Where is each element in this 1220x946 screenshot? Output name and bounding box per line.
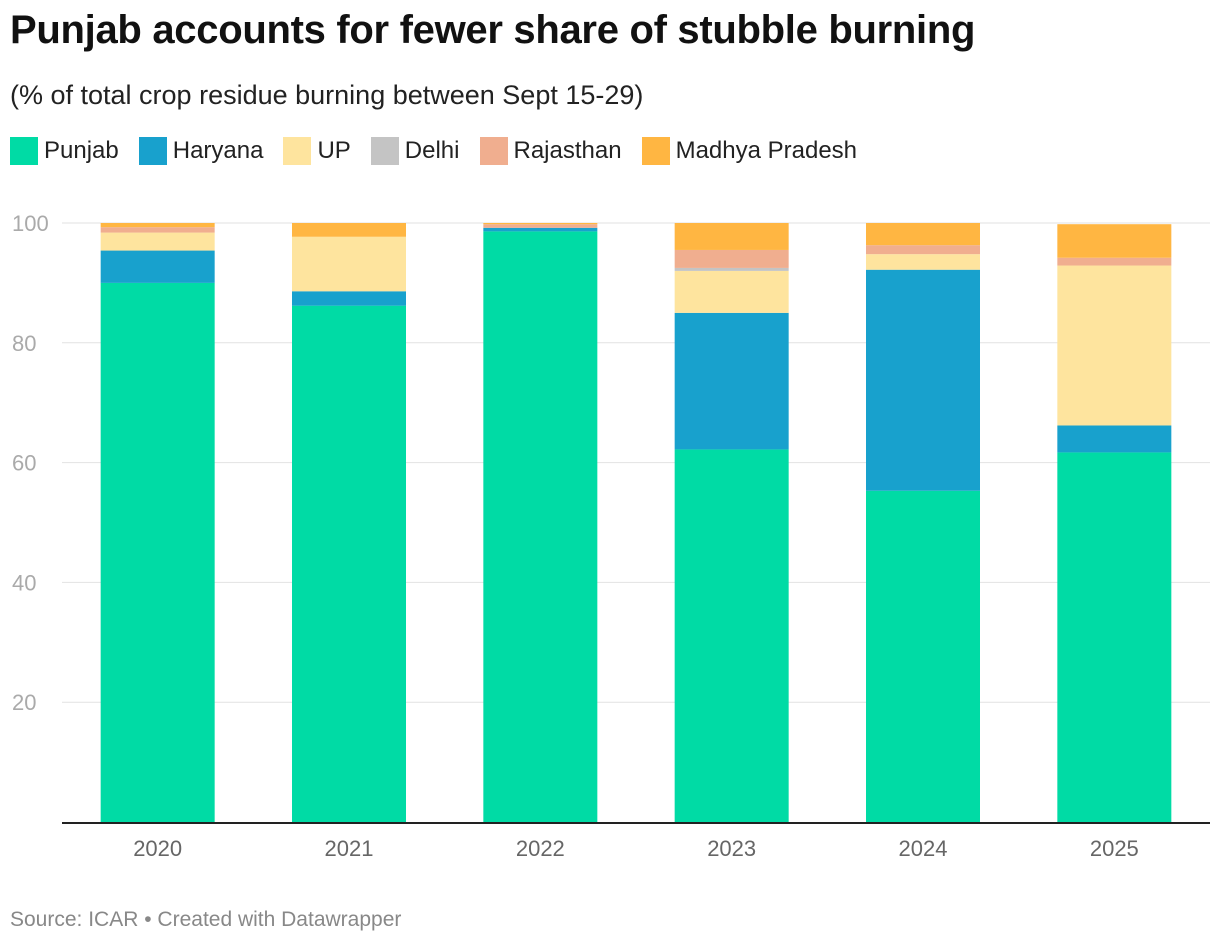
bar-segment-haryana-2020 — [100, 250, 215, 283]
bar-segment-rajasthan-2020 — [100, 227, 215, 233]
bar-segment-rajasthan-2022 — [483, 224, 598, 228]
bar-segment-up-2024 — [866, 254, 980, 270]
x-tick-label: 2024 — [899, 836, 948, 861]
bar-segment-punjab-2024 — [866, 490, 980, 822]
bar-segment-punjab-2023 — [674, 449, 789, 822]
x-tick-label: 2025 — [1090, 836, 1139, 861]
legend-swatch — [370, 137, 399, 165]
footer-separator: • — [138, 908, 158, 931]
legend-swatch — [283, 137, 312, 165]
bar-segment-punjab-2020 — [100, 282, 215, 822]
legend-item-rajasthan: Rajasthan — [479, 137, 622, 165]
legend-item-haryana: Haryana — [138, 137, 264, 165]
bar-segment-haryana-2025 — [1057, 425, 1172, 453]
y-tick-label: 40 — [12, 570, 36, 595]
legend-swatch — [479, 137, 508, 165]
legend-label: Haryana — [172, 137, 264, 164]
bar-segment-rajasthan-2023 — [674, 249, 789, 268]
bar-segment-haryana-2022 — [483, 227, 598, 232]
bar-segment-haryana-2023 — [674, 312, 789, 450]
x-tick-label: 2020 — [133, 836, 182, 861]
bar-segment-up-2021 — [292, 236, 406, 292]
y-tick-label: 100 — [12, 211, 49, 236]
bar-segment-rajasthan-2024 — [866, 245, 980, 255]
legend-swatch — [10, 137, 38, 165]
bar-segment-haryana-2024 — [866, 269, 980, 491]
bar-segment-madhya-pradesh-2023 — [674, 223, 789, 250]
bar-segment-madhya-pradesh-2022 — [483, 223, 598, 225]
bar-segment-delhi-2023 — [674, 267, 789, 271]
stacked-bar-chart: 20 40 60 80 100 2020 2021 2022 2023 2024 2025 — [12, 211, 1210, 861]
bar-segment-punjab-2021 — [292, 305, 406, 822]
chart-title: Punjab accounts for fewer share of stubb… — [10, 8, 976, 52]
bar-segment-punjab-2025 — [1057, 452, 1172, 822]
bar-segment-madhya-pradesh-2024 — [866, 223, 980, 246]
bar-segment-up-2023 — [674, 270, 789, 313]
chart-subtitle: (% of total crop residue burning between… — [10, 80, 644, 110]
x-tick-label: 2023 — [707, 836, 756, 861]
y-tick-label: 80 — [12, 331, 36, 356]
bar-segment-madhya-pradesh-2020 — [100, 223, 215, 228]
bar-segment-rajasthan-2025 — [1057, 257, 1172, 266]
footer: Source: ICAR • Created with Datawrapper — [10, 908, 401, 932]
y-tick-label: 20 — [12, 690, 36, 715]
bar-segment-madhya-pradesh-2025 — [1057, 224, 1172, 258]
legend-swatch — [641, 137, 670, 165]
legend-label: Delhi — [404, 137, 460, 164]
source-text: Source: ICAR — [10, 908, 139, 931]
legend-label: Madhya Pradesh — [675, 137, 858, 164]
legend-label: Punjab — [44, 137, 119, 164]
legend-item-punjab: Punjab — [10, 137, 119, 165]
bar-segment-madhya-pradesh-2021 — [292, 223, 406, 237]
x-tick-label: 2022 — [516, 836, 565, 861]
legend-label: UP — [317, 137, 351, 164]
credit-link[interactable]: Created with Datawrapper — [157, 908, 402, 931]
legend-label: Rajasthan — [513, 137, 622, 164]
legend-swatch — [138, 137, 167, 165]
x-tick-label: 2021 — [325, 836, 374, 861]
legend-item-up: UP — [283, 137, 351, 165]
bar-segment-up-2020 — [100, 232, 215, 251]
bar-segment-up-2025 — [1057, 265, 1172, 426]
legend-item-delhi: Delhi — [370, 137, 460, 165]
bar-segment-punjab-2022 — [483, 231, 598, 823]
bar-segment-haryana-2021 — [292, 291, 406, 306]
y-tick-label: 60 — [12, 451, 36, 476]
legend: Punjab Haryana UP Delhi Rajasthan Madhya Prad… — [10, 137, 877, 165]
legend-item-madhya-pradesh: Madhya Pradesh — [641, 137, 858, 165]
